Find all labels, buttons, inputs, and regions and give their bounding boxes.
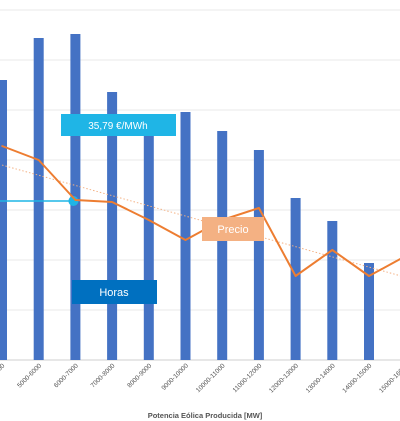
label-horas: Horas [72,280,157,304]
x-tick-label-10000-11000: 10000-11000 [195,362,227,394]
x-tick-label-13000-14000: 13000-14000 [305,362,337,394]
point-precio-8000-9000 [148,219,150,221]
trendline [1,164,400,277]
bar-horas-9000-10000 [180,112,191,360]
callout-price: 35,79 €/MWh [61,114,176,136]
bar-horas-13000-14000 [327,221,338,360]
point-precio-7000-8000 [111,201,113,203]
gridlines [0,9,400,361]
label-horas-text: Horas [99,287,129,299]
line-precio [1,145,400,277]
reference-dot [68,196,79,206]
point-precio-6000-7000 [74,199,77,201]
bar-horas-7000-8000 [107,92,118,360]
point-precio-11000-12000 [258,207,260,209]
label-precio-box [202,217,264,241]
bar-horas-14000-15000 [364,263,374,360]
x-tick-label-14000-15000: 14000-15000 [341,362,373,394]
callout-price-box [61,114,176,136]
label-precio: Precio [202,217,264,241]
trendline-precio [1,164,400,277]
x-tick-label-7000-8000: 7000-8000 [90,362,117,389]
x-tick-label-11000-12000: 11000-12000 [232,362,264,394]
x-tick-label-8000-9000: 8000-9000 [126,362,153,389]
x-tick-labels: 4000-5000 5000-6000 6000-7000 7000-8000 8000… [0,362,400,394]
bar-horas-4000-5000 [0,80,7,360]
bar-horas-8000-9000 [143,133,154,360]
bar-horas-12000-13000 [290,198,301,360]
point-precio-5000-6000 [37,159,40,161]
x-tick-label-12000-13000: 12000-13000 [268,362,300,394]
point-precio-12000-13000 [294,275,297,277]
point-precio-13000-14000 [331,249,334,251]
x-tick-label-4000-5000: 4000-5000 [0,362,7,389]
x-tick-label-5000-6000: 5000-6000 [16,362,43,389]
reference-marker [0,196,79,206]
line-precio-path [1,145,400,277]
point-precio-14000-15000 [368,275,370,277]
x-axis-title: Potencia Eólica Producida [MW] [148,411,263,420]
point-precio-4000-5000 [1,145,3,147]
point-precio-9000-10000 [184,239,187,241]
bar-horas-5000-6000 [33,38,44,360]
x-tick-label-9000-10000: 9000-10000 [160,362,190,392]
label-horas-box [72,280,157,304]
bar-horas-11000-12000 [253,150,264,360]
bars-horas [0,34,374,360]
callout-price-text: 35,79 €/MWh [88,121,147,132]
bar-horas-10000-11000 [217,131,228,360]
x-tick-label-6000-7000: 6000-7000 [53,362,80,389]
x-tick-label-15000-16000: 15000-16000 [378,362,400,394]
label-precio-text: Precio [217,224,248,236]
